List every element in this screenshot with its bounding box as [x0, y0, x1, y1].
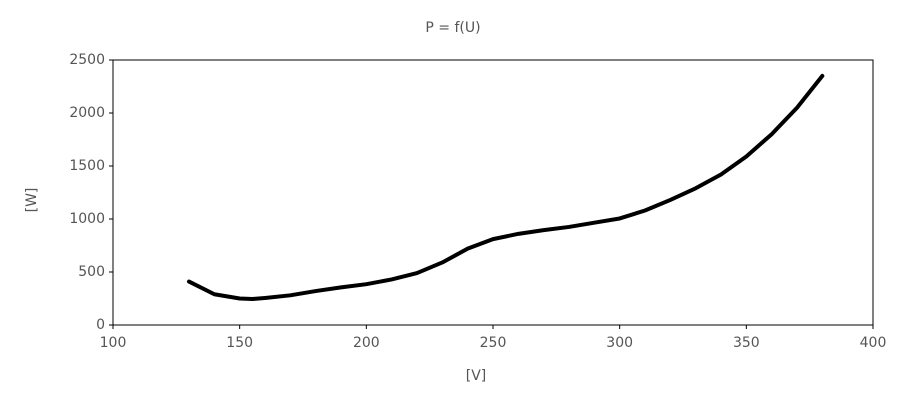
y-tick-label: 2000: [69, 105, 105, 121]
y-tick-label: 2500: [69, 52, 105, 68]
x-tick-label: 250: [480, 335, 507, 351]
plot-frame: [112, 59, 874, 326]
x-tick-label: 400: [860, 335, 887, 351]
y-tick-label: 1500: [69, 158, 105, 174]
x-tick-label: 350: [733, 335, 760, 351]
x-tick-label: 150: [226, 335, 253, 351]
x-axis-label: [V]: [466, 368, 487, 384]
x-tick-label: 100: [100, 335, 127, 351]
y-tick-label: 1000: [69, 211, 105, 227]
x-tick-label: 200: [353, 335, 380, 351]
y-axis-label: [W]: [24, 188, 40, 213]
data-line: [187, 73, 825, 302]
chart-title: P = f(U): [425, 20, 480, 36]
y-tick-label: 0: [96, 317, 105, 333]
y-tick-label: 500: [78, 264, 105, 280]
x-tick-label: 300: [606, 335, 633, 351]
